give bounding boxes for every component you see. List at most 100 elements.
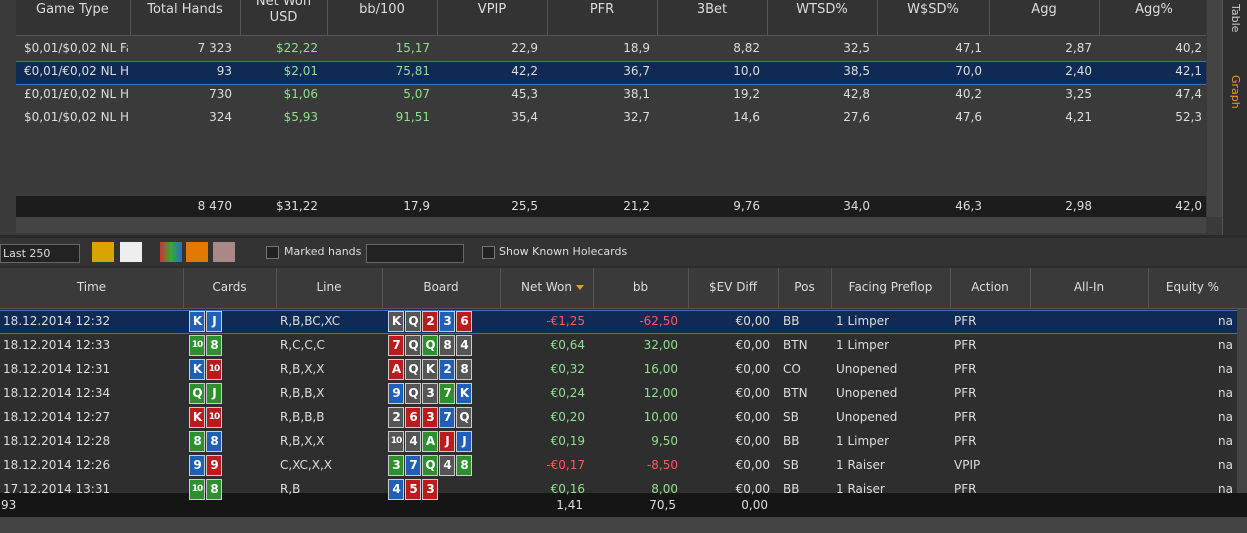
cell: 324 <box>142 110 232 124</box>
cell: na <box>1180 338 1233 352</box>
cell: 19,2 <box>670 87 760 101</box>
card: J <box>206 383 222 404</box>
cell: BB <box>783 434 799 448</box>
cell: BTN <box>783 386 808 400</box>
column-header[interactable]: Action <box>950 280 1030 294</box>
cell: €0,00 <box>688 362 770 376</box>
cell: 40,2 <box>892 87 982 101</box>
cell: na <box>1180 410 1233 424</box>
holecards-label: Show Known Holecards <box>499 245 627 258</box>
cell: 1 Limper <box>836 338 889 352</box>
footer-cell: 0,00 <box>688 498 768 512</box>
column-header[interactable]: Board <box>382 280 500 294</box>
total-cell: 25,5 <box>448 199 538 213</box>
cell: SB <box>783 458 799 472</box>
total-cell: 17,9 <box>340 199 430 213</box>
cell: 32,00 <box>593 338 678 352</box>
cell: 9,50 <box>593 434 678 448</box>
cell: PFR <box>954 434 976 448</box>
column-header[interactable]: Agg% <box>1099 2 1209 18</box>
column-header[interactable]: Pos <box>778 280 831 294</box>
hands-vscroll <box>1237 309 1247 493</box>
cell: 38,1 <box>560 87 650 101</box>
card: 3 <box>439 311 455 332</box>
card: Q <box>405 383 421 404</box>
column-header[interactable]: Net Won USD <box>240 0 327 26</box>
cell: 1 Raiser <box>836 458 885 472</box>
column-header[interactable]: Total Hands <box>130 2 240 18</box>
cell: $0,01/$0,02 NL Fas <box>24 41 128 55</box>
icon-trophy[interactable] <box>213 242 235 262</box>
cell: 18.12.2014 12:34 <box>3 386 110 400</box>
column-header[interactable]: Facing Preflop <box>831 280 950 294</box>
total-cell: 46,3 <box>892 199 982 213</box>
column-header[interactable]: bb/100 <box>327 2 437 18</box>
cell: 8,82 <box>670 41 760 55</box>
cell: 22,9 <box>448 41 538 55</box>
card: 7 <box>405 455 421 476</box>
icon-dice[interactable] <box>120 242 142 262</box>
cell: €0,01/€0,02 NL Ho <box>24 64 128 78</box>
card: 3 <box>388 455 404 476</box>
cell: R,C,C,C <box>280 338 325 352</box>
total-cell: 2,98 <box>1002 199 1092 213</box>
cell: -€0,17 <box>500 458 585 472</box>
column-header[interactable]: PFR <box>547 2 657 18</box>
cell: na <box>1180 458 1233 472</box>
icon-grid[interactable] <box>160 242 182 262</box>
cell: PFR <box>954 386 976 400</box>
column-header[interactable]: All-In <box>1030 280 1148 294</box>
icon-chart[interactable] <box>186 242 208 262</box>
card: 7 <box>439 383 455 404</box>
holecards-checkbox[interactable] <box>482 246 495 259</box>
card: 8 <box>206 335 222 356</box>
cell: £0,01/£0,02 NL Ho <box>24 87 128 101</box>
cell: R,B,X,X <box>280 362 324 376</box>
cell: 52,3 <box>1112 110 1202 124</box>
cell: -€1,25 <box>500 314 585 328</box>
column-header[interactable]: Time <box>0 280 183 294</box>
cell: 1 Limper <box>836 434 889 448</box>
total-cell: 21,2 <box>560 199 650 213</box>
column-header[interactable]: 3Bet <box>657 2 767 18</box>
cell: 18.12.2014 12:33 <box>3 338 110 352</box>
card: 8 <box>206 431 222 452</box>
card: 9 <box>189 455 205 476</box>
side-tab[interactable]: Table <box>1224 4 1246 44</box>
hands-hscroll <box>0 517 1247 533</box>
column-header[interactable]: VPIP <box>437 2 547 18</box>
card: 9 <box>388 383 404 404</box>
card: 2 <box>422 311 438 332</box>
column-header[interactable]: Agg <box>989 2 1099 18</box>
column-header[interactable]: Game Type <box>36 2 109 17</box>
footer-cell: 93 <box>1 498 16 512</box>
column-header[interactable]: WTSD% <box>767 2 877 18</box>
card: Q <box>456 407 472 428</box>
column-header[interactable]: $EV Diff <box>688 280 778 294</box>
cell: €0,20 <box>500 410 585 424</box>
marked-select[interactable] <box>366 244 464 263</box>
column-header[interactable]: Cards <box>183 280 276 294</box>
card: J <box>439 431 455 452</box>
filter-select[interactable]: Last 250 <box>0 244 80 263</box>
marked-label: Marked hands <box>284 245 361 258</box>
cell: 47,4 <box>1112 87 1202 101</box>
card: 6 <box>456 311 472 332</box>
column-header[interactable]: bb <box>593 280 688 294</box>
cell: 2,40 <box>1002 64 1092 78</box>
column-header[interactable]: Line <box>276 280 382 294</box>
marked-checkbox[interactable] <box>266 246 279 259</box>
card: 3 <box>422 407 438 428</box>
icon-rewind[interactable] <box>92 242 114 262</box>
cell: 5,07 <box>340 87 430 101</box>
column-header[interactable]: W$SD% <box>877 2 989 18</box>
card: 8 <box>439 335 455 356</box>
side-tab[interactable]: Graph <box>1224 75 1246 115</box>
card: K <box>189 359 205 380</box>
top-hscroll <box>16 217 1206 233</box>
column-header[interactable]: Equity % <box>1148 280 1237 294</box>
cell: 14,6 <box>670 110 760 124</box>
cell: 18.12.2014 12:28 <box>3 434 110 448</box>
card: 4 <box>405 431 421 452</box>
